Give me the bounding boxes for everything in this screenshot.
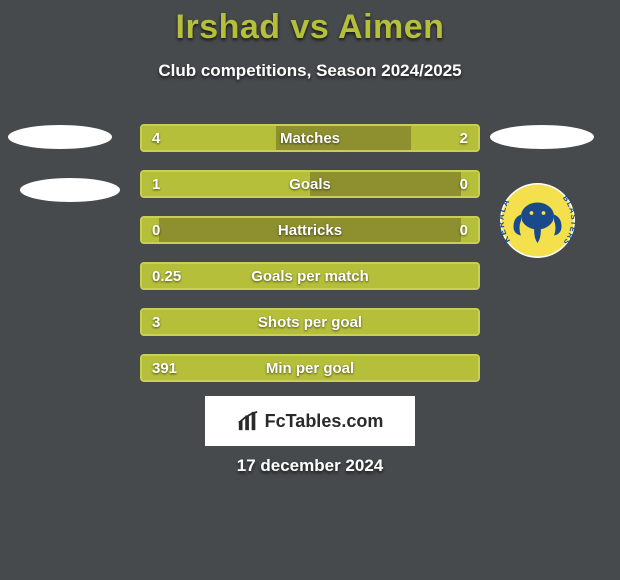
fctables-label: FcTables.com (265, 411, 384, 432)
stat-row: 4Matches2 (140, 124, 480, 152)
stat-row: 0Hattricks0 (140, 216, 480, 244)
stat-label: Matches (142, 126, 478, 150)
comparison-card: Irshad vs Aimen Club competitions, Seaso… (0, 0, 620, 580)
elephant-icon: KERALA BLASTERS (500, 183, 575, 258)
stat-label: Hattricks (142, 218, 478, 242)
stat-row: 1Goals0 (140, 170, 480, 198)
player-left-ellipse-1 (8, 125, 112, 149)
player-left-ellipse-2 (20, 178, 120, 202)
stat-label: Goals (142, 172, 478, 196)
stat-label: Min per goal (142, 356, 478, 380)
subtitle: Club competitions, Season 2024/2025 (0, 61, 620, 81)
club-badge: KERALA BLASTERS (500, 183, 575, 258)
stat-row: 391Min per goal (140, 354, 480, 382)
stats-bars: 4Matches21Goals00Hattricks00.25Goals per… (140, 124, 480, 400)
stat-label: Goals per match (142, 264, 478, 288)
date-label: 17 december 2024 (0, 456, 620, 476)
fctables-watermark: FcTables.com (205, 396, 415, 446)
page-title: Irshad vs Aimen (0, 8, 620, 47)
stat-value-right: 0 (460, 218, 468, 242)
player-right-ellipse-1 (490, 125, 594, 149)
stat-row: 3Shots per goal (140, 308, 480, 336)
stat-row: 0.25Goals per match (140, 262, 480, 290)
stat-label: Shots per goal (142, 310, 478, 334)
stat-value-right: 0 (460, 172, 468, 196)
bars-icon (237, 410, 259, 432)
stat-value-right: 2 (460, 126, 468, 150)
